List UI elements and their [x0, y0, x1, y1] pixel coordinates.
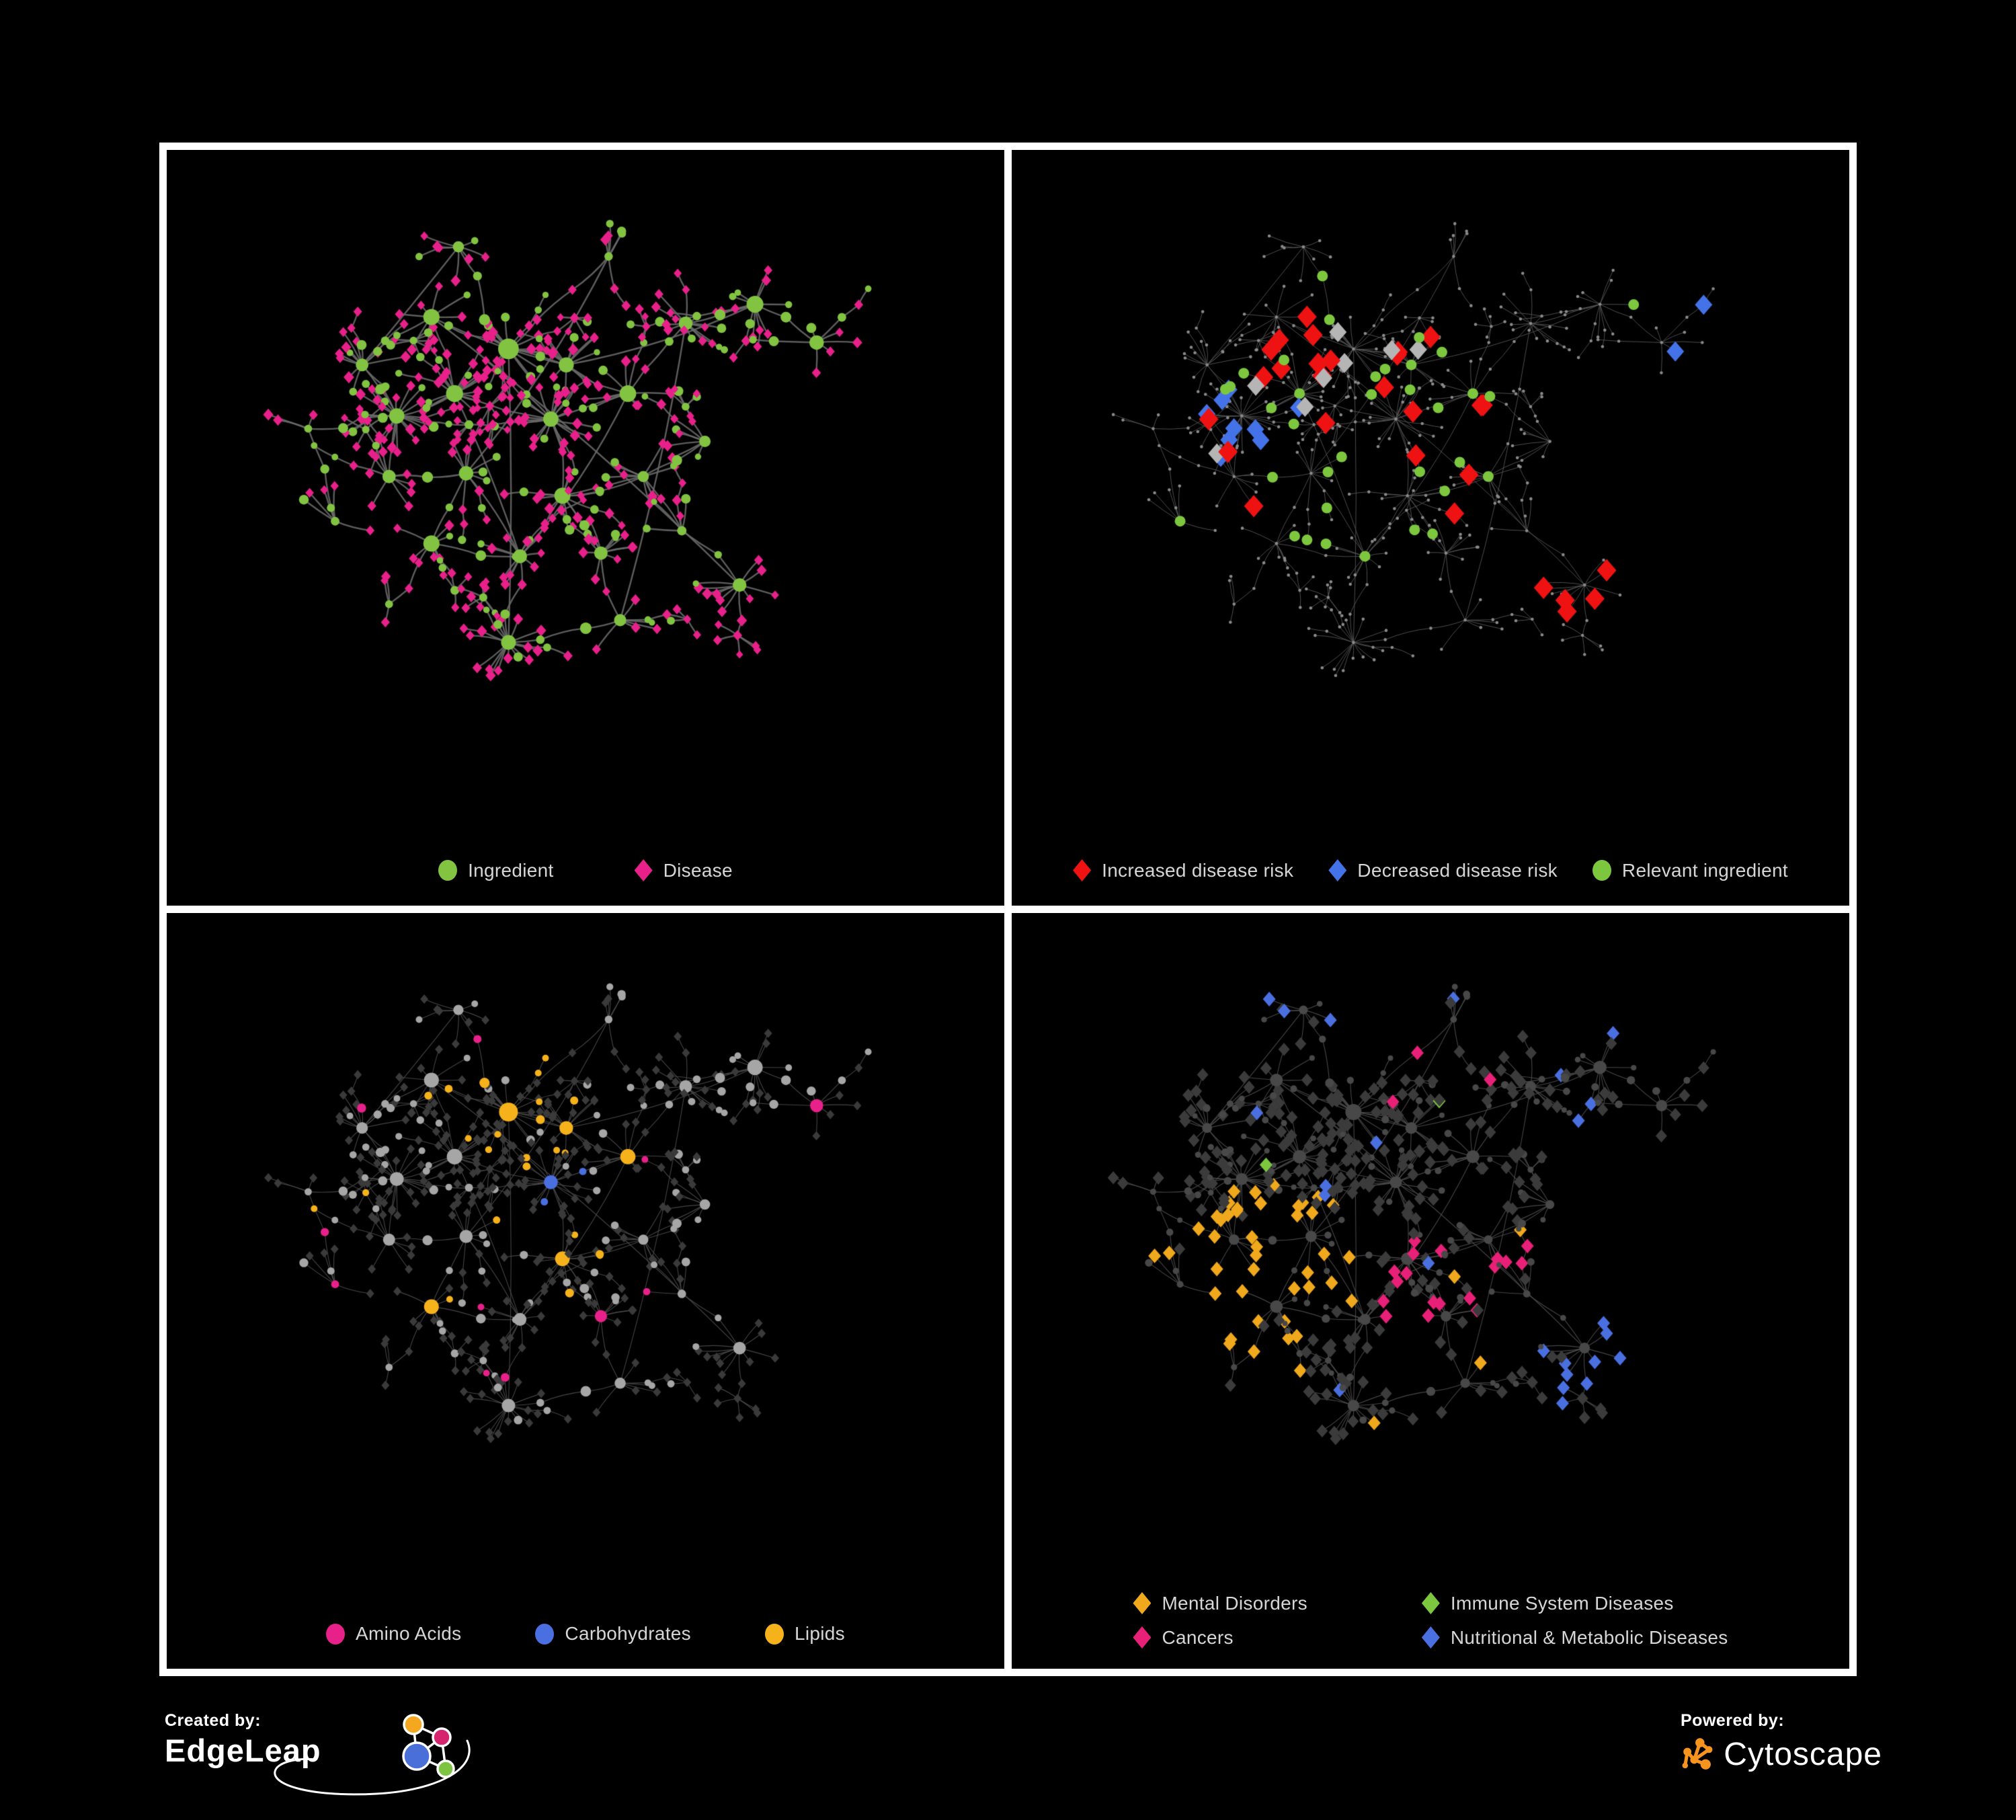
legend-label: Mental Disorders: [1162, 1592, 1307, 1614]
legend-disease-risk: Increased disease risk Decreased disease…: [1012, 859, 1849, 881]
legend-item: Decreased disease risk: [1328, 859, 1558, 881]
cytoscape-branding: Powered by: Cytoscape: [1681, 1711, 1882, 1775]
legend-label: Nutritional & Metabolic Diseases: [1450, 1626, 1728, 1648]
network-canvas-nutrient-classes: [167, 913, 1004, 1669]
legend-item: Mental Disorders: [1133, 1592, 1307, 1614]
edgeleap-wordmark: EdgeLeap: [165, 1733, 321, 1768]
nutritional-metabolic-marker-icon: [1421, 1626, 1440, 1649]
legend-label: Increased disease risk: [1102, 859, 1294, 881]
legend-ingredient-disease: Ingredient Disease: [167, 859, 1004, 881]
disease-marker-icon: [634, 859, 653, 881]
network-canvas-ingredient-disease: [167, 150, 1004, 906]
legend-item: Disease: [634, 859, 733, 881]
relevant-ingredient-marker-icon: [1592, 860, 1611, 881]
legend-item: Immune System Diseases: [1421, 1592, 1728, 1614]
legend-disease-classes: Mental Disorders Immune System Diseases …: [1012, 1592, 1849, 1649]
carbohydrates-marker-icon: [535, 1623, 555, 1645]
legend-item: Lipids: [764, 1623, 845, 1645]
network-canvas-disease-risk: [1012, 150, 1849, 906]
powered-by-label: Powered by:: [1681, 1711, 1785, 1730]
legend-label: Immune System Diseases: [1450, 1592, 1674, 1614]
lipids-marker-icon: [764, 1623, 784, 1645]
edgeleap-branding: Created by: EdgeLeap: [165, 1711, 471, 1812]
panel-disease-risk: Increased disease risk Decreased disease…: [1012, 150, 1849, 906]
figure-frame: Ingredient Disease Increased disease ris…: [159, 143, 1857, 1676]
legend-item: Nutritional & Metabolic Diseases: [1421, 1626, 1728, 1649]
amino-acids-marker-icon: [326, 1623, 346, 1645]
legend-item: Amino Acids: [326, 1623, 461, 1645]
legend-nutrient-classes: Amino Acids Carbohydrates Lipids: [167, 1623, 1004, 1645]
legend-item: Increased disease risk: [1073, 859, 1293, 881]
legend-label: Ingredient: [468, 859, 554, 881]
immune-system-diseases-marker-icon: [1421, 1592, 1440, 1614]
legend-item: Ingredient: [438, 860, 554, 881]
network-canvas-disease-classes: [1012, 913, 1849, 1669]
legend-item: Cancers: [1133, 1626, 1307, 1649]
decreased-risk-marker-icon: [1328, 859, 1347, 881]
increased-risk-marker-icon: [1073, 859, 1092, 881]
cancers-marker-icon: [1133, 1626, 1152, 1649]
legend-label: Cancers: [1162, 1626, 1234, 1648]
panel-ingredient-disease: Ingredient Disease: [167, 150, 1004, 906]
mental-disorders-marker-icon: [1133, 1592, 1152, 1614]
legend-item: Relevant ingredient: [1592, 860, 1788, 881]
legend-label: Carbohydrates: [565, 1623, 691, 1644]
legend-label: Decreased disease risk: [1357, 859, 1558, 881]
legend-item: Carbohydrates: [535, 1623, 691, 1645]
cytoscape-logo-icon: [1682, 1738, 1713, 1770]
legend-label: Relevant ingredient: [1621, 859, 1788, 881]
panel-nutrient-classes: Amino Acids Carbohydrates Lipids: [167, 913, 1004, 1669]
legend-label: Lipids: [794, 1623, 845, 1644]
cytoscape-wordmark: Cytoscape: [1724, 1736, 1882, 1772]
legend-label: Disease: [663, 859, 733, 881]
legend-label: Amino Acids: [356, 1623, 462, 1644]
ingredient-marker-icon: [438, 860, 458, 881]
panel-disease-classes: Mental Disorders Immune System Diseases …: [1012, 913, 1849, 1669]
created-by-label: Created by:: [165, 1711, 261, 1730]
